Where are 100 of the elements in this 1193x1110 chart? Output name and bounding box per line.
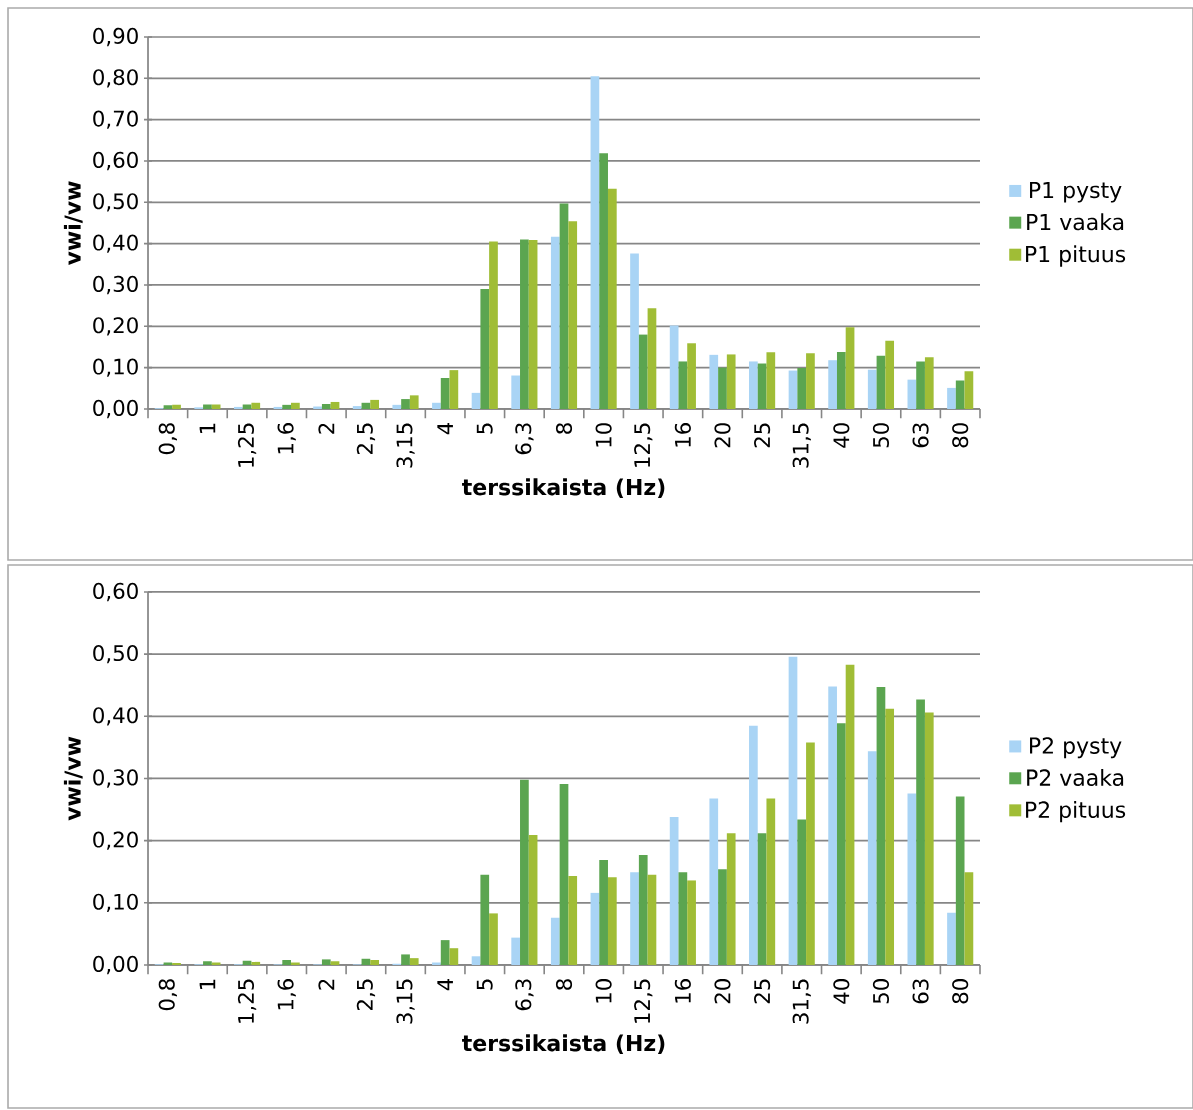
bar [282,404,292,409]
x-tick-label: 3,15 [396,423,415,468]
bar [836,723,846,965]
bar [630,872,639,965]
x-tick-label: 80 [952,979,969,1004]
x-tick-label: 8 [555,979,573,990]
x-tick-label: 4 [437,978,453,991]
bar [806,742,815,965]
bar [638,334,648,409]
legend-label: P1 pysty [1030,181,1122,203]
bar [599,859,608,965]
bar [916,361,925,409]
bar [471,956,481,965]
bar [718,869,727,965]
x-tick-label: 2 [318,979,335,990]
y-tick-label: 0,00 [93,955,138,975]
bar [449,948,459,965]
bar [757,363,767,409]
bar [251,402,261,409]
bar [559,784,569,965]
bar [471,392,481,409]
bar [172,404,181,409]
x-tick-label: 3,15 [396,979,415,1024]
bar [607,188,617,409]
bar [409,395,419,409]
x-tick-label: 6,3 [515,423,534,455]
bar [401,954,410,965]
bar [845,664,855,965]
bar [836,351,846,409]
x-tick-label: 1 [199,979,216,989]
x-tick-label: 1,25 [237,979,257,1023]
x-tick-label: 20 [714,979,731,1004]
bar [607,877,617,965]
bar [528,835,538,965]
bar [590,892,600,965]
bar [559,203,569,409]
x-tick-label: 80 [952,423,969,448]
bar [568,876,578,965]
bar [520,779,529,965]
x-tick-label: 2 [318,423,335,434]
y-tick-label: 0,50 [93,645,138,664]
bar [766,798,776,965]
y-tick-label: 0,60 [93,151,138,171]
x-tick-label: 6,3 [515,979,534,1011]
y-tick-label: 0,20 [93,831,138,850]
bar [709,354,719,409]
bar [885,340,895,409]
bar [845,327,855,409]
bar [718,367,727,409]
x-tick-label: 31,5 [792,979,811,1024]
bar [211,962,221,965]
bar [291,402,300,409]
bar [766,352,776,409]
y-tick-label: 0,90 [93,27,138,47]
bar [163,405,173,409]
x-tick-label: 8 [555,423,573,434]
bar [242,404,252,409]
x-tick-label: 4 [437,422,453,435]
bar [163,962,173,965]
x-tick-label: 5 [476,979,493,990]
x-tick-label: 10 [595,423,612,447]
bar [947,387,956,409]
y-axis-title: vwi/vw [63,736,83,821]
bar [867,369,877,409]
bar [806,353,815,409]
bar [511,937,521,965]
bar [687,343,696,409]
bar [590,76,600,409]
legend-label: P1 vaaka [1027,213,1124,231]
bar [211,404,221,409]
x-tick-label: 2,5 [356,979,376,1011]
y-tick-label: 0,30 [93,275,138,295]
x-axis-title: terssikaista (Hz) [462,478,665,498]
bar [709,798,719,965]
y-tick-label: 0,30 [93,769,138,788]
bar [638,854,648,965]
x-tick-label: 0,8 [158,423,177,455]
bar [480,874,490,965]
x-tick-label: 50 [872,979,890,1004]
bar [726,833,736,965]
bar [550,236,560,409]
bar [907,379,917,409]
x-tick-label: 2,5 [356,423,376,455]
bar [550,917,560,965]
bar [749,725,758,965]
bar [440,377,450,409]
legend-label: P1 pituus [1026,245,1126,267]
bar [788,370,798,409]
y-tick-label: 0,40 [93,707,138,726]
legend-label: P2 pysty [1030,737,1122,759]
x-tick-label: 16 [674,423,691,447]
x-tick-label: 1 [199,423,216,433]
bar [964,371,974,409]
x-tick-label: 20 [714,423,731,448]
x-tick-label: 50 [872,423,890,448]
bar [749,361,758,409]
bar [669,817,679,965]
bar [876,687,886,965]
x-tick-label: 63 [912,979,929,1004]
bar [907,793,917,965]
